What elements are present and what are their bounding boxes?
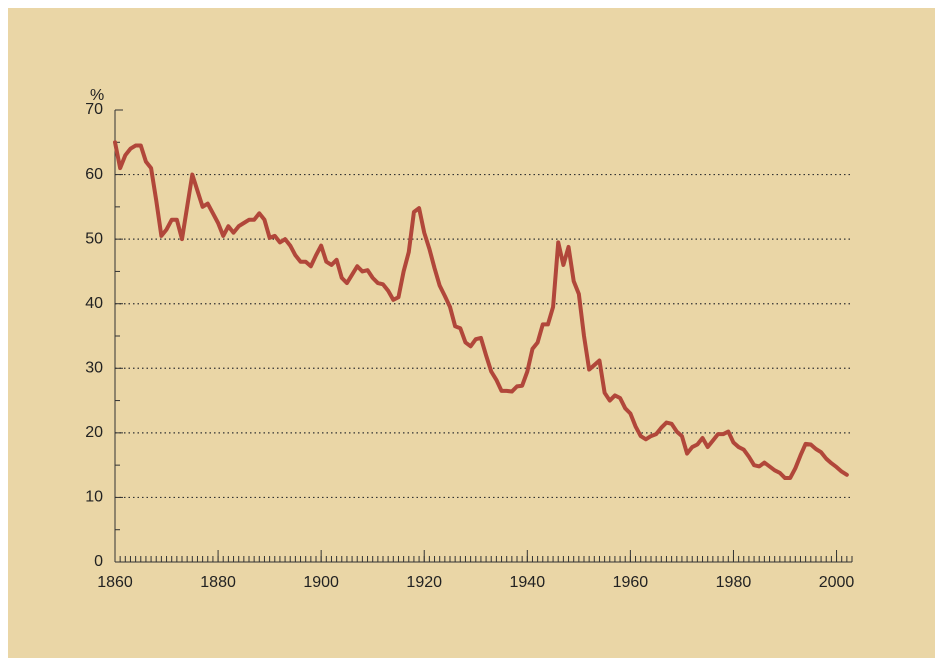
y-tick-label: 0: [94, 553, 103, 570]
y-tick-label: 40: [85, 295, 103, 312]
y-tick-label: 10: [85, 489, 103, 506]
x-tick-label: 1900: [303, 574, 339, 591]
x-tick-label: 2000: [819, 574, 855, 591]
data-line: [113, 140, 849, 481]
x-tick-label: 1940: [510, 574, 546, 591]
x-tick-label: 1960: [613, 574, 649, 591]
y-tick-label: 20: [85, 424, 103, 441]
x-tick-label: 1980: [716, 574, 752, 591]
y-tick-label: 30: [85, 360, 103, 377]
y-tick-label: 70: [85, 101, 103, 118]
chart-background: [8, 8, 935, 658]
y-tick-label: 50: [85, 230, 103, 247]
x-tick-label: 1920: [406, 574, 442, 591]
x-tick-label: 1880: [200, 574, 236, 591]
y-unit-label: %: [90, 87, 104, 104]
x-tick-label: 1860: [97, 574, 133, 591]
y-tick-label: 60: [85, 166, 103, 183]
